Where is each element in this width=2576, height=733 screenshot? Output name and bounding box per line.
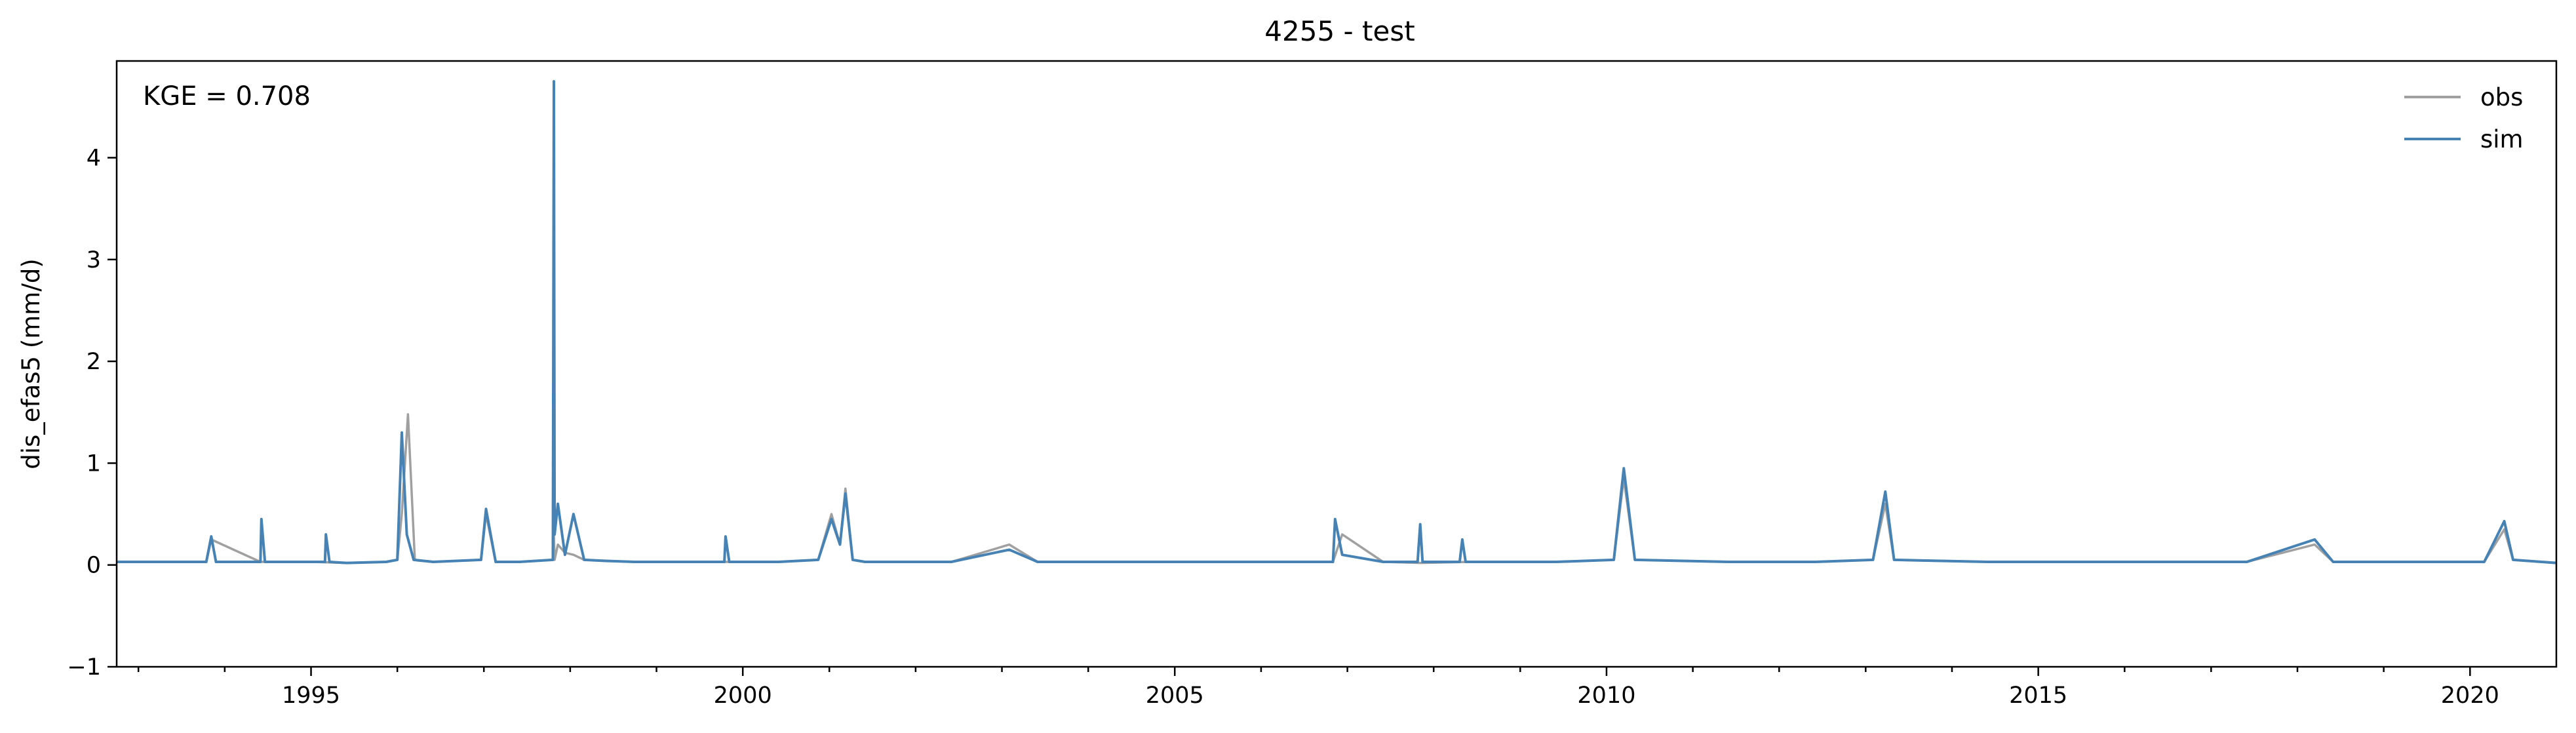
y-tick-label: 0 (87, 553, 101, 579)
x-tick-label: 2020 (2441, 683, 2499, 709)
legend: obs sim (2404, 83, 2524, 153)
y-tick-label: 1 (87, 450, 101, 477)
x-tick-label: 2010 (1577, 683, 1635, 709)
legend-label-sim: sim (2480, 125, 2524, 153)
x-tick-label: 2015 (2009, 683, 2067, 709)
y-tick-label: 2 (87, 349, 101, 375)
x-axis: 1995 2000 2005 2010 2015 2020 (137, 667, 2499, 709)
y-tick-label: 3 (87, 247, 101, 273)
series-layer (117, 80, 2557, 565)
plot-frame (115, 60, 2558, 668)
chart-title: 4255 - test (1264, 15, 1415, 47)
x-tick-label: 2000 (714, 683, 772, 709)
y-tick-label: −1 (67, 654, 101, 681)
y-tick-label: 4 (87, 146, 101, 172)
y-axis: −1 0 1 2 3 4 (67, 146, 117, 681)
x-tick-label: 2005 (1146, 683, 1204, 709)
x-tick-label: 1995 (282, 683, 340, 709)
legend-label-obs: obs (2480, 83, 2523, 111)
series-line-sim (117, 80, 2557, 565)
y-axis-label: dis_efas5 (mm/d) (17, 258, 45, 469)
kge-annotation: KGE = 0.708 (143, 81, 311, 111)
